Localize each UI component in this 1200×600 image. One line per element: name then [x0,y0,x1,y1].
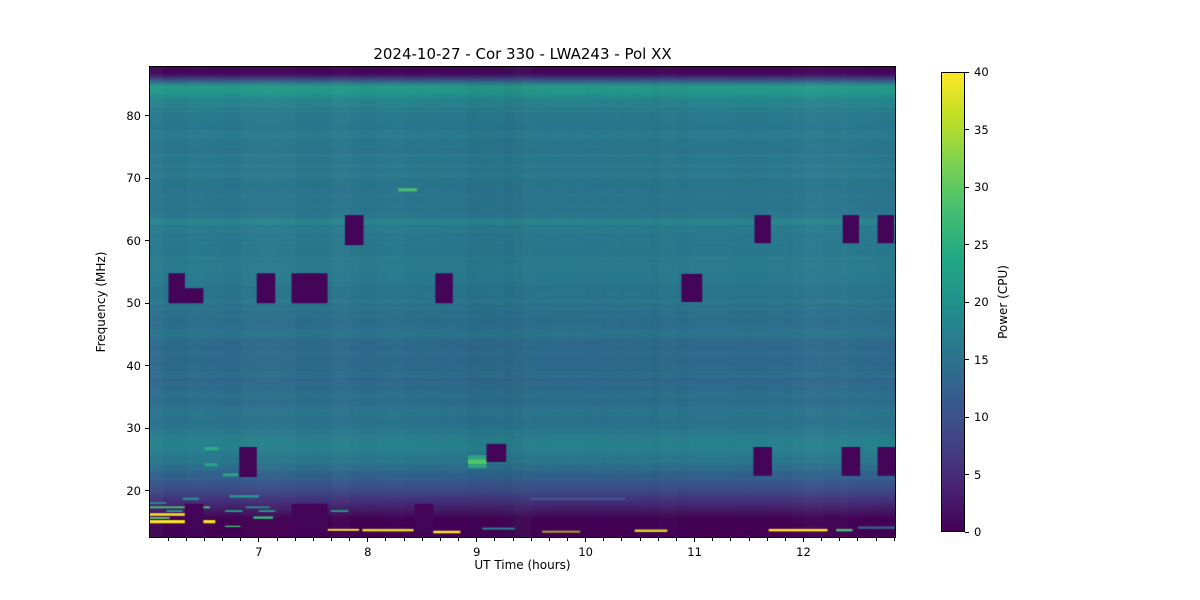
y-major-tick [145,490,149,492]
x-minor-tick [385,538,387,541]
colorbar-tick [965,531,969,533]
colorbar-tick-label: 30 [974,180,989,194]
colorbar-tick-label: 25 [974,237,989,252]
x-minor-tick [893,538,895,541]
x-minor-tick [603,538,605,541]
colorbar-tick [965,244,969,245]
x-minor-tick [730,538,732,541]
colorbar-tick [965,359,969,360]
y-major-tick [145,365,149,367]
x-minor-tick [784,538,786,541]
x-major-tick [258,538,260,542]
x-minor-tick [530,538,532,541]
x-axis-label: UT Time (hours) [474,558,571,572]
x-minor-tick [821,538,823,541]
y-major-tick [145,177,149,179]
colorbar-tick-label: 40 [974,65,989,79]
x-major-tick [694,538,696,542]
x-tick-label: 8 [364,545,372,559]
colorbar-tick-label: 10 [974,410,989,424]
x-minor-tick [349,538,351,541]
x-minor-tick [639,538,641,541]
x-tick-label: 11 [687,545,702,559]
x-minor-tick [839,538,841,541]
x-tick-label: 12 [796,545,811,559]
y-tick-label: 40 [126,358,141,373]
x-minor-tick [857,538,859,541]
colorbar-tick-label: 15 [974,352,989,367]
x-tick-label: 9 [473,545,481,559]
y-major-tick [145,302,149,304]
x-minor-tick [712,538,714,541]
x-minor-tick [621,538,623,541]
x-tick-label: 7 [255,545,263,559]
x-major-tick [803,538,804,542]
y-tick-label: 50 [126,296,141,311]
colorbar-tick [965,186,969,188]
x-minor-tick [294,538,296,541]
x-minor-tick [439,538,441,541]
colorbar-tick [965,71,969,73]
x-minor-tick [548,538,550,541]
x-minor-tick [240,538,242,541]
x-minor-tick [203,538,205,541]
chart-title: 2024-10-27 - Cor 330 - LWA243 - Pol XX [373,45,672,63]
colorbar-tick-label: 20 [974,295,989,309]
colorbar-gradient [941,72,965,532]
x-major-tick [585,538,587,542]
x-minor-tick [875,538,877,541]
x-minor-tick [675,538,677,541]
colorbar-tick [965,129,969,130]
y-tick-label: 80 [126,108,141,123]
x-minor-tick [494,538,496,541]
x-minor-tick [167,538,169,541]
colorbar-tick-label: 5 [974,467,982,482]
colorbar-tick [965,301,969,303]
x-major-tick [476,538,478,542]
y-tick-label: 30 [126,421,141,436]
x-minor-tick [567,538,569,541]
y-major-tick [145,240,149,242]
x-minor-tick [766,538,768,541]
y-tick-label: 20 [126,483,141,498]
x-minor-tick [657,538,659,541]
x-minor-tick [222,538,224,541]
x-minor-tick [185,538,187,541]
spectrogram-canvas [150,67,895,537]
x-minor-tick [312,538,314,541]
x-minor-tick [458,538,460,541]
y-tick-label: 60 [126,233,141,248]
x-major-tick [367,538,369,542]
y-tick-label: 70 [126,171,141,186]
x-tick-label: 10 [578,545,593,559]
x-minor-tick [331,538,333,541]
x-minor-tick [403,538,405,541]
x-minor-tick [748,538,750,541]
colorbar-tick [965,474,969,475]
x-minor-tick [421,538,423,541]
plot-area [149,66,896,538]
y-major-tick [145,115,149,117]
colorbar-tick-label: 35 [974,122,989,137]
y-axis-label: Frequency (MHz) [94,251,108,353]
colorbar-label: Power (CPU) [996,265,1010,339]
colorbar-tick [965,416,969,418]
x-minor-tick [276,538,278,541]
x-minor-tick [512,538,514,541]
colorbar-tick-label: 0 [974,525,982,539]
y-major-tick [145,427,149,429]
